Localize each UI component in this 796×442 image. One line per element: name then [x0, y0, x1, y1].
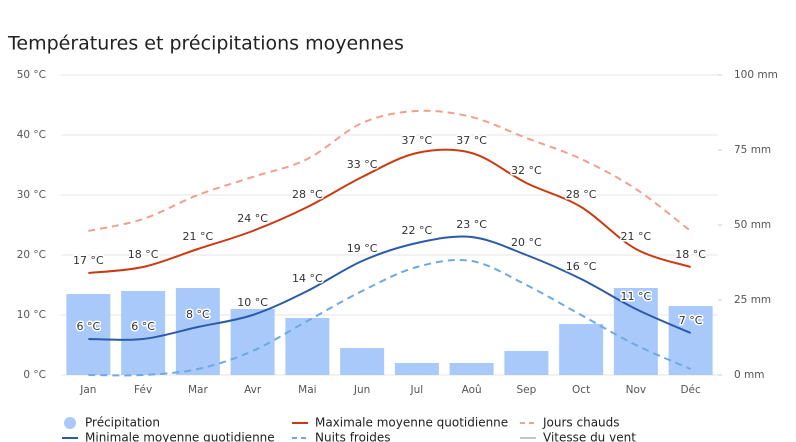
bar [559, 324, 604, 375]
value-label: 17 °C [73, 254, 104, 267]
value-label: 11 °C [621, 290, 652, 303]
y-tick-label: 40 °C [17, 129, 46, 141]
value-label: 19 °C [347, 242, 378, 255]
bar [504, 351, 549, 375]
x-tick-label: Jun [353, 384, 370, 396]
value-label: 32 °C [511, 164, 542, 177]
y-tick-label: 50 °C [17, 69, 46, 81]
value-label: 21 °C [621, 230, 652, 243]
value-label: 28 °C [566, 188, 597, 201]
legend-label: Jours chauds [542, 416, 620, 430]
x-tick-label: Avr [244, 384, 262, 396]
y-tick-label: 0 °C [23, 369, 46, 381]
x-tick-label: Jul [410, 384, 424, 396]
value-label: 6 °C [77, 320, 101, 333]
y2-tick-label: 25 mm [734, 294, 771, 306]
bar [66, 294, 111, 375]
bar [285, 318, 330, 375]
value-label: 37 °C [456, 134, 487, 147]
y2-tick-label: 100 mm [734, 69, 778, 81]
x-tick-label: Mar [188, 384, 208, 396]
x-tick-label: Oct [572, 384, 590, 396]
value-label: 28 °C [292, 188, 323, 201]
y2-tick-label: 75 mm [734, 144, 771, 156]
bar [449, 363, 494, 375]
y-tick-label: 30 °C [17, 189, 46, 201]
chart-title: Températures et précipitations moyennes [7, 33, 404, 55]
x-tick-label: Jan [79, 384, 96, 396]
legend-label: Vitesse du vent [543, 431, 636, 442]
value-label: 16 °C [566, 260, 597, 273]
value-label: 6 °C [131, 320, 155, 333]
value-label: 23 °C [456, 218, 487, 231]
x-tick-label: Mai [298, 384, 316, 396]
y-tick-label: 20 °C [17, 249, 46, 261]
value-label: 22 °C [402, 224, 433, 237]
legend-swatch [64, 417, 76, 429]
bar [394, 363, 439, 375]
x-tick-label: Déc [680, 384, 701, 396]
value-label: 33 °C [347, 158, 378, 171]
x-tick-label: Nov [626, 384, 647, 396]
line [88, 235, 692, 341]
bar [613, 288, 658, 375]
line [88, 148, 691, 274]
bar [340, 348, 385, 375]
x-tick-label: Sep [516, 384, 536, 396]
y2-tick-label: 50 mm [734, 219, 771, 231]
value-label: 7 °C [679, 314, 703, 327]
value-label: 21 °C [183, 230, 214, 243]
bar [121, 291, 166, 375]
legend-label: Minimale moyenne quotidienne [85, 431, 275, 442]
legend-label: Précipitation [85, 416, 160, 430]
value-label: 18 °C [675, 248, 706, 261]
y2-tick-label: 0 mm [734, 369, 764, 381]
legend-label: Nuits froides [315, 431, 391, 442]
y-tick-label: 10 °C [17, 309, 46, 321]
value-label: 10 °C [237, 296, 268, 309]
x-tick-label: Aoû [462, 384, 482, 396]
value-label: 20 °C [511, 236, 542, 249]
legend-label: Maximale moyenne quotidienne [315, 416, 508, 430]
value-label: 24 °C [237, 212, 268, 225]
value-label: 18 °C [128, 248, 159, 261]
x-tick-label: Fév [134, 384, 152, 396]
value-label: 14 °C [292, 272, 323, 285]
dashed-line [88, 109, 692, 232]
value-label: 37 °C [402, 134, 433, 147]
value-label: 8 °C [186, 308, 210, 321]
